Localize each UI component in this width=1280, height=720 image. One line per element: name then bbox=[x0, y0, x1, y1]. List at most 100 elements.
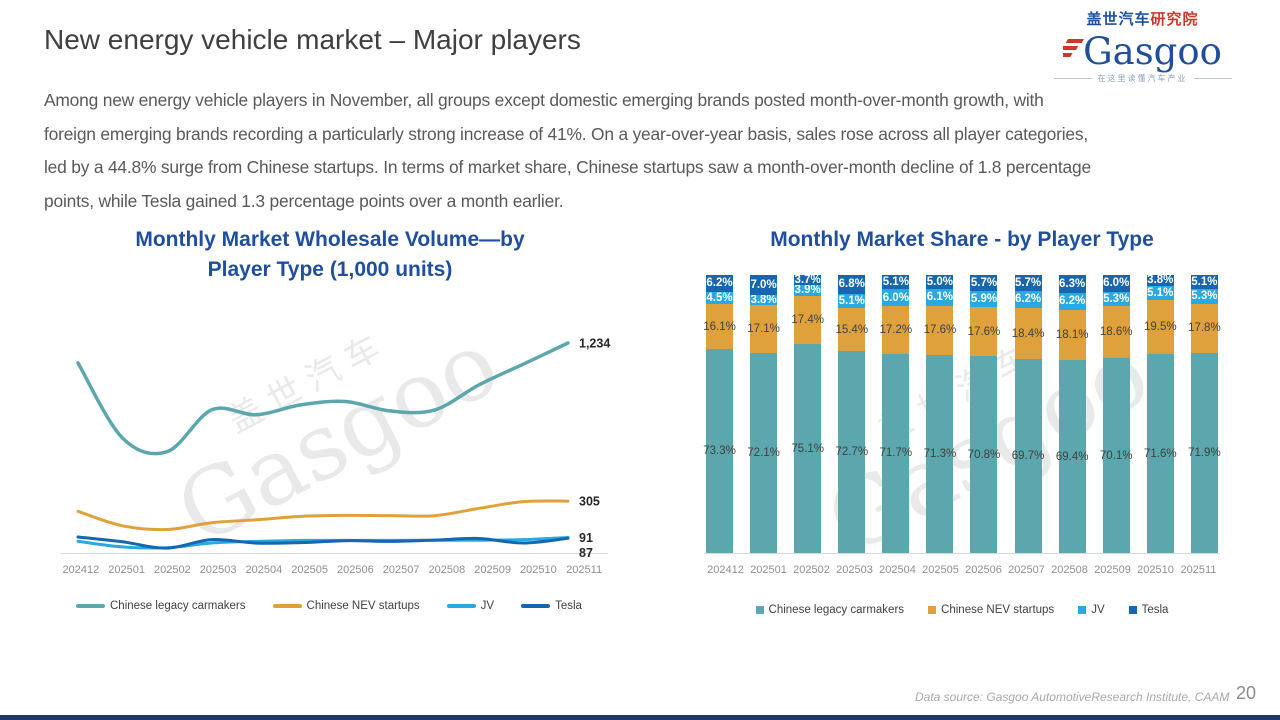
bar-segment-chinese-nev-startups: 17.1% bbox=[747, 305, 780, 353]
bar-segment-value: 5.1% bbox=[882, 276, 909, 289]
left-chart-title: Monthly Market Wholesale Volume—by Playe… bbox=[60, 225, 600, 285]
logo-cn-blue-text: 盖世汽车 bbox=[1086, 11, 1151, 28]
bar-segment-chinese-legacy-carmakers: 71.6% bbox=[1144, 354, 1177, 553]
left-chart-title-line1: Monthly Market Wholesale Volume—by bbox=[135, 228, 525, 251]
bar-column-202506: 70.8% 17.6% 5.9% 5.7% bbox=[968, 275, 1000, 553]
legend-item-jv: JV bbox=[446, 600, 494, 612]
bar-segment-chinese-legacy-carmakers: 69.4% bbox=[1056, 360, 1088, 553]
bar-segment-tesla: 6.8% bbox=[838, 275, 866, 294]
bar-segment-tesla: 6.2% bbox=[706, 274, 733, 292]
bar-segment-value: 71.7% bbox=[879, 447, 913, 460]
bar-segment-value: 17.1% bbox=[747, 322, 780, 335]
legend-item-tesla: Tesla bbox=[521, 600, 582, 612]
bar-segment-value: 6.2% bbox=[1014, 293, 1042, 306]
bar-segment-tesla: 3.8% bbox=[1146, 274, 1174, 286]
x-axis-label: 202503 bbox=[836, 564, 873, 576]
bar-segment-value: 18.1% bbox=[1055, 328, 1089, 341]
bar-column-202508: 69.4% 18.1% 6.2% 6.3% bbox=[1055, 275, 1089, 553]
body-line: foreign emerging brands recording a part… bbox=[44, 123, 1088, 144]
x-axis-label: 202506 bbox=[965, 564, 1002, 576]
bar-segment-chinese-legacy-carmakers: 72.7% bbox=[835, 350, 868, 553]
bar-segment-value: 72.1% bbox=[747, 446, 780, 459]
logo-tagline: 在这里读懂汽车产业 bbox=[1035, 73, 1250, 84]
legend-item-chinese-legacy-carmakers: Chinese legacy carmakers bbox=[76, 600, 246, 612]
x-axis-label: 202507 bbox=[382, 564, 420, 576]
bar-segment-value: 5.9% bbox=[970, 293, 998, 306]
x-axis-label: 202507 bbox=[1008, 564, 1045, 576]
data-source-note: Data source: Gasgoo AutomotiveResearch I… bbox=[915, 690, 1230, 704]
bar-segment-value: 6.0% bbox=[882, 291, 909, 304]
x-axis-label: 202502 bbox=[793, 564, 830, 576]
bar-segment-value: 5.1% bbox=[838, 295, 865, 308]
bar-segment-chinese-nev-startups: 17.2% bbox=[880, 305, 912, 354]
bottom-accent-bar bbox=[0, 715, 1280, 720]
bar-segment-tesla: 5.1% bbox=[882, 275, 910, 290]
x-axis-label: 202504 bbox=[245, 564, 283, 576]
bar-segment-value: 5.1% bbox=[1191, 275, 1218, 288]
legend-item-jv: JV bbox=[1078, 604, 1105, 616]
left-chart-title-line2: Player Type (1,000 units) bbox=[207, 258, 453, 281]
bar-segment-chinese-nev-startups: 15.4% bbox=[835, 308, 869, 351]
bar-segment-jv: 5.3% bbox=[1102, 291, 1130, 307]
bar-segment-value: 71.9% bbox=[1188, 447, 1221, 460]
x-axis-label: 202511 bbox=[1180, 564, 1217, 576]
bar-segment-chinese-nev-startups: 18.6% bbox=[1100, 306, 1133, 359]
right-chart-legend: Chinese legacy carmakers Chinese NEV star… bbox=[706, 604, 1218, 616]
x-axis-label: 202505 bbox=[291, 564, 328, 576]
left-chart-x-axis: 202412 202501 202502 202503 202504 202505 2025… bbox=[58, 564, 607, 576]
line-series-chinese-legacy-carmakers bbox=[76, 341, 570, 456]
bar-segment-value: 71.3% bbox=[923, 447, 957, 460]
legend-item-chinese-nev-startups: Chinese NEV startups bbox=[272, 600, 420, 612]
bar-segment-chinese-nev-startups: 17.8% bbox=[1188, 303, 1221, 354]
bar-segment-tesla: 6.0% bbox=[1102, 275, 1130, 292]
x-axis-label: 202501 bbox=[108, 564, 145, 576]
bar-segment-value: 15.4% bbox=[835, 323, 869, 336]
bar-segment-jv: 6.2% bbox=[1058, 292, 1086, 310]
bar-segment-value: 17.6% bbox=[923, 324, 957, 337]
bar-segment-tesla: 7.0% bbox=[750, 275, 778, 295]
bar-column-202502: 75.1% 17.4% 3.9% 3.7% bbox=[791, 273, 824, 553]
legend-line-swatch bbox=[272, 604, 302, 608]
bar-segment-jv: 6.1% bbox=[926, 288, 954, 306]
bar-segment-value: 5.3% bbox=[1191, 290, 1218, 303]
bar-segment-chinese-nev-startups: 16.1% bbox=[703, 304, 736, 350]
x-axis-label: 202510 bbox=[520, 564, 557, 576]
bar-segment-value: 6.3% bbox=[1059, 277, 1086, 290]
bar-segment-tesla: 6.3% bbox=[1058, 275, 1086, 293]
x-axis-label: 202412 bbox=[707, 564, 744, 576]
bar-segment-value: 17.8% bbox=[1188, 322, 1221, 335]
legend-line-swatch bbox=[446, 604, 476, 608]
x-axis-label: 202504 bbox=[879, 564, 916, 576]
legend-label: Chinese legacy carmakers bbox=[768, 604, 905, 616]
bar-segment-jv: 6.2% bbox=[1014, 290, 1042, 309]
line-end-value-label: 91 bbox=[579, 531, 593, 545]
x-axis-label: 202508 bbox=[1051, 564, 1088, 576]
bar-segment-value: 6.0% bbox=[1103, 277, 1130, 290]
legend-square-swatch bbox=[1128, 606, 1137, 614]
bar-segment-chinese-legacy-carmakers: 75.1% bbox=[791, 344, 824, 553]
logo-wordmark-row: Gasgoo bbox=[1035, 27, 1250, 72]
bar-segment-chinese-legacy-carmakers: 73.3% bbox=[703, 349, 736, 553]
line-end-value-label: 1,234 bbox=[579, 337, 610, 351]
bar-segment-jv: 5.3% bbox=[1190, 288, 1218, 304]
bar-segment-jv: 6.0% bbox=[882, 289, 910, 306]
legend-square-swatch bbox=[928, 606, 937, 614]
bar-segment-value: 3.7% bbox=[794, 273, 821, 286]
bar-segment-tesla: 3.7% bbox=[794, 273, 822, 286]
bar-segment-chinese-nev-startups: 18.4% bbox=[1012, 308, 1044, 360]
bar-segment-value: 5.7% bbox=[970, 277, 998, 290]
legend-label: Tesla bbox=[555, 600, 582, 612]
x-axis-label: 202502 bbox=[154, 564, 191, 576]
bar-segment-value: 16.1% bbox=[703, 320, 736, 333]
bar-segment-chinese-nev-startups: 17.6% bbox=[968, 307, 1000, 357]
line-series-chinese-nev-startups bbox=[76, 499, 570, 532]
bar-segment-value: 5.3% bbox=[1103, 293, 1130, 306]
bar-segment-chinese-legacy-carmakers: 72.1% bbox=[747, 352, 780, 553]
bar-segment-value: 5.1% bbox=[1147, 286, 1174, 299]
left-chart-legend: Chinese legacy carmakers Chinese NEV star… bbox=[76, 600, 582, 612]
bar-segment-jv: 4.5% bbox=[706, 291, 733, 305]
line-series-tesla bbox=[76, 535, 570, 550]
gasgoo-logo: 盖世汽车研究院 Gasgoo 在这里读懂汽车产业 bbox=[1035, 8, 1250, 84]
